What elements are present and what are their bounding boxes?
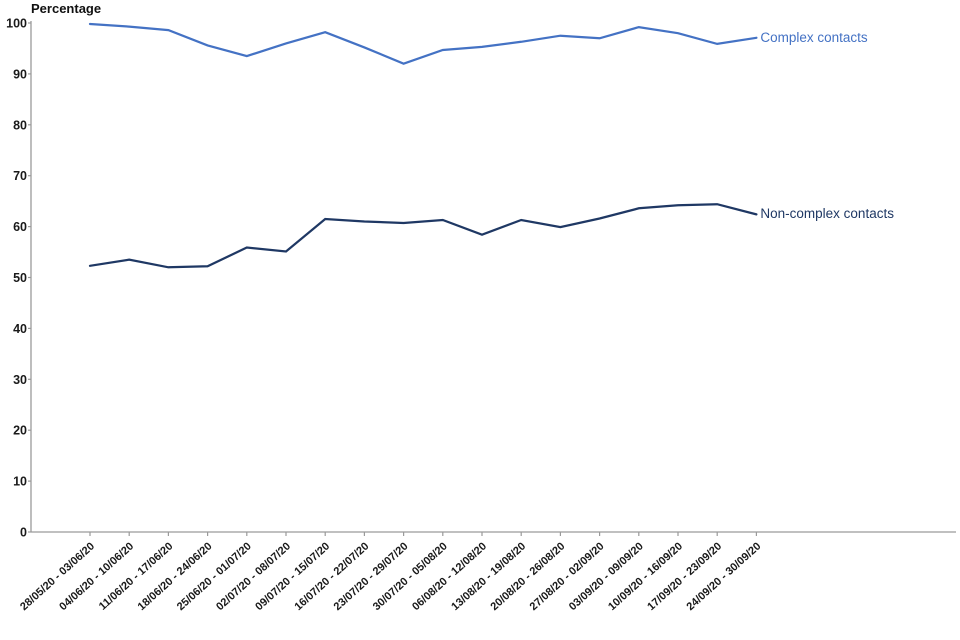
y-axis-tick-label: 60 <box>13 220 27 234</box>
series-line-complex-contacts <box>88 22 758 65</box>
y-axis-tick-label: 50 <box>13 271 27 285</box>
x-axis-tick-label: 28/05/20 - 03/06/20 <box>18 540 97 613</box>
x-axis-tick-label: 23/07/20 - 29/07/20 <box>332 540 411 613</box>
x-axis-tick-label: 11/06/20 - 17/06/20 <box>97 540 175 612</box>
y-axis-title: Percentage <box>31 1 102 16</box>
y-axis-tick-label: 90 <box>13 67 27 81</box>
x-axis-tick-label: 06/08/20 - 12/08/20 <box>410 540 489 613</box>
y-axis-tick-label: 10 <box>13 475 27 489</box>
x-axis-tick-label: 27/08/20 - 02/09/20 <box>528 540 607 613</box>
x-axis-tick-label: 17/09/20 - 23/09/20 <box>645 540 724 613</box>
x-axis-tick-label: 02/07/20 - 08/07/20 <box>214 540 293 613</box>
x-axis-tick-label: 20/08/20 - 26/08/20 <box>488 540 567 613</box>
y-axis-tick-label: 0 <box>20 526 27 540</box>
y-axis-tick-label: 70 <box>13 169 27 183</box>
series-label-complex-contacts: Complex contacts <box>760 29 868 45</box>
x-axis-tick-label: 10/09/20 - 16/09/20 <box>606 540 685 613</box>
y-axis-tick-label: 40 <box>13 322 27 336</box>
y-axis-tick-label: 80 <box>13 118 27 132</box>
x-axis-tick-label: 24/09/20 - 30/09/20 <box>684 540 763 613</box>
x-axis-tick-label: 18/06/20 - 24/06/20 <box>136 540 215 613</box>
series-label-non-complex-contacts: Non-complex contacts <box>760 206 894 222</box>
x-axis-tick-label: 16/07/20 - 22/07/20 <box>292 540 371 613</box>
x-axis-tick-label: 04/06/20 - 10/06/20 <box>57 540 136 613</box>
x-axis-tick-label: 09/07/20 - 15/07/20 <box>253 540 332 613</box>
x-axis-tick-label: 13/08/20 - 19/08/20 <box>449 540 528 613</box>
y-axis-tick-label: 30 <box>13 373 27 387</box>
y-axis-tick-label: 100 <box>6 17 27 31</box>
series-line-non-complex-contacts <box>88 203 758 269</box>
x-axis-tick-label: 30/07/20 - 05/08/20 <box>371 540 450 613</box>
y-axis-tick-label: 20 <box>13 424 27 438</box>
x-axis-tick-label: 25/06/20 - 01/07/20 <box>175 540 254 613</box>
x-axis-tick-label: 03/09/20 - 09/09/20 <box>567 540 646 613</box>
